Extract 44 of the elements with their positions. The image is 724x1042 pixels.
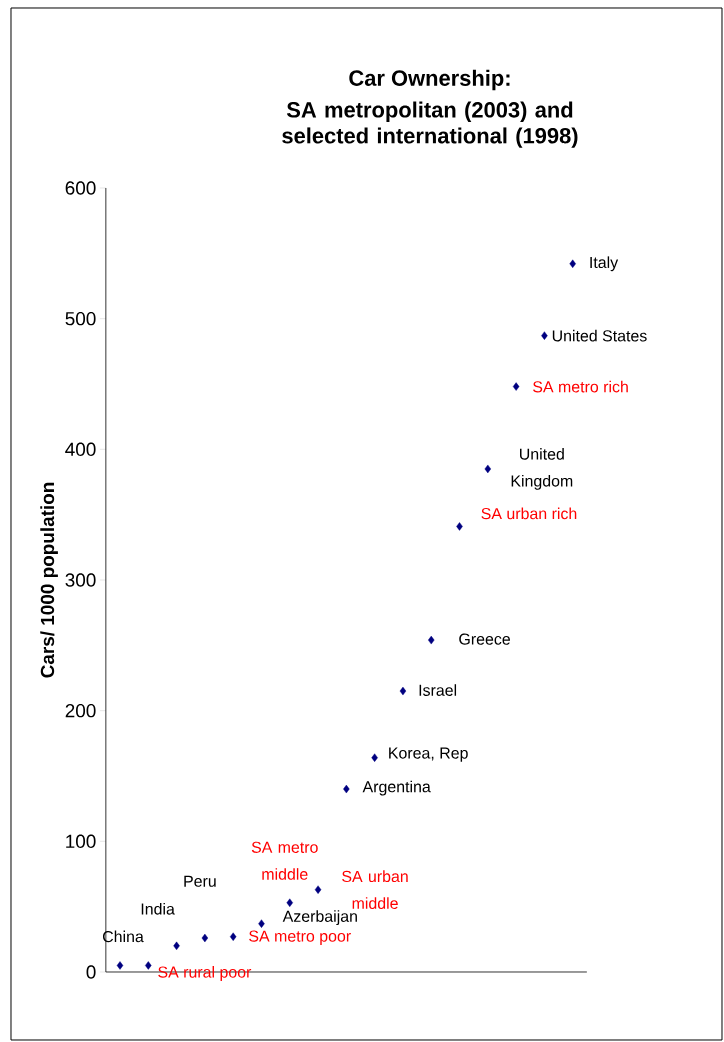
data-label: United States bbox=[552, 329, 647, 342]
y-tick-label: 600 bbox=[65, 181, 96, 195]
chart-subtitle: SA metropolitan (2003) and selected international (1998) bbox=[282, 101, 578, 148]
point bbox=[399, 686, 407, 696]
point bbox=[428, 635, 435, 645]
point bbox=[286, 898, 293, 907]
data-label: Peru bbox=[184, 875, 216, 887]
point bbox=[541, 331, 548, 340]
data-label: Greece bbox=[459, 633, 510, 645]
point bbox=[314, 885, 322, 894]
point bbox=[258, 919, 265, 928]
point bbox=[116, 961, 124, 970]
chart-title: Car Ownership: bbox=[349, 69, 510, 91]
y-tick-label: 0 bbox=[86, 965, 96, 979]
point bbox=[229, 932, 237, 941]
point bbox=[145, 961, 152, 970]
data-label: SA rural poor bbox=[158, 966, 252, 981]
y-tick-label: 300 bbox=[65, 573, 96, 587]
data-label: Azerbaijan bbox=[282, 910, 357, 926]
y-axis-title: Cars/ 1000 population bbox=[40, 482, 58, 678]
data-label: Israel bbox=[419, 684, 457, 696]
data-label: India bbox=[141, 902, 175, 915]
y-tick-label: 400 bbox=[65, 442, 96, 457]
point bbox=[484, 464, 492, 474]
data-label: SA urban middle bbox=[342, 870, 408, 909]
data-label: Korea, Rep bbox=[389, 747, 468, 762]
data-label: China bbox=[102, 930, 144, 943]
data-label: Italy bbox=[590, 256, 619, 272]
point bbox=[512, 382, 520, 391]
point bbox=[569, 259, 576, 268]
point bbox=[173, 941, 180, 951]
point bbox=[343, 784, 350, 794]
y-tick-label: 100 bbox=[66, 834, 96, 849]
data-label: SA urban rich bbox=[481, 507, 577, 520]
data-label: SA metro middle bbox=[251, 841, 318, 880]
data-label: United Kingdom bbox=[511, 448, 573, 490]
data-label: Argentina bbox=[362, 780, 431, 796]
data-label: SA metro rich bbox=[533, 380, 628, 393]
y-tick-label: 200 bbox=[65, 703, 96, 718]
y-tick-label: 500 bbox=[65, 311, 96, 326]
point bbox=[456, 522, 463, 531]
data-label: SA metro poor bbox=[249, 930, 351, 945]
point bbox=[371, 753, 378, 762]
point bbox=[201, 933, 209, 943]
